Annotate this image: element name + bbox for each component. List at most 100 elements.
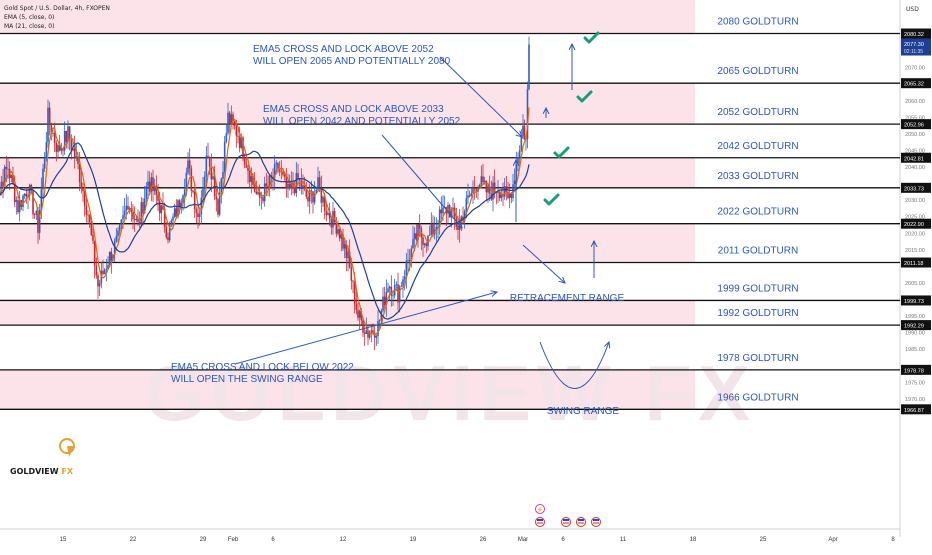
y-tick-label: 1975.00 (905, 380, 925, 386)
x-tick-label: 19 (410, 537, 417, 543)
candle-body (296, 173, 298, 193)
ma-legend[interactable]: MA (21, close, 0) (4, 23, 54, 31)
candle-body (87, 215, 89, 216)
check-icon-3 (545, 195, 558, 204)
level-tag-7: 1999.73 (904, 299, 924, 305)
candle-body (392, 295, 394, 296)
candle-body (256, 192, 258, 194)
x-tick-label: 15 (60, 537, 67, 543)
level-label-5: 2022 GOLDTURN (717, 207, 798, 218)
candle-body (426, 243, 428, 246)
y-tick-label: 2005.00 (905, 281, 925, 287)
candle-body (81, 182, 83, 188)
annotation-2-line1: EMA5 CROSS AND LOCK ABOVE 2033 (263, 104, 444, 115)
candle-body (402, 279, 404, 286)
candle-body (339, 229, 341, 239)
y-tick-label: 2050.00 (905, 132, 925, 138)
candle-body (7, 169, 9, 170)
level-label-3: 2042 GOLDTURN (717, 141, 798, 152)
candle-body (119, 225, 121, 231)
candle-body (17, 200, 19, 212)
candle-body (47, 108, 49, 142)
candle-body (277, 163, 279, 169)
level-tag-1: 2065.32 (904, 82, 924, 88)
candle-body (147, 181, 149, 186)
candle-body (56, 143, 58, 152)
candle-body (379, 320, 381, 322)
x-tick-label: 12 (340, 537, 347, 543)
candle-body (99, 283, 101, 286)
candle-body (376, 336, 378, 338)
candle-body (106, 269, 108, 270)
candle-body (409, 260, 411, 261)
candle-body (159, 201, 161, 213)
annotation-2-line2: WILL OPEN 2042 AND POTENTIALLY 2052 (263, 116, 461, 127)
candle-body (391, 287, 393, 296)
candle-body (124, 211, 126, 215)
candle-body (359, 311, 361, 318)
brand-fx: FX (61, 467, 73, 476)
candle-body (26, 194, 28, 197)
x-tick-label: 6 (271, 537, 275, 543)
annotation-swing: SWING RANGE (547, 406, 620, 417)
level-label-4: 2033 GOLDTURN (717, 171, 798, 182)
x-tick-label: Feb (228, 537, 239, 543)
level-label-10: 1966 GOLDTURN (717, 392, 798, 403)
candle-body (419, 224, 421, 228)
level-label-1: 2065 GOLDTURN (717, 66, 798, 77)
level-tag-8: 1992.29 (904, 324, 924, 330)
candle-body (76, 156, 78, 158)
candle-body (202, 189, 204, 198)
candle-body (482, 176, 484, 182)
candle-body (184, 190, 186, 195)
candle-body (509, 194, 511, 198)
candle-body (92, 235, 94, 241)
y-tick-label: 1995.00 (905, 314, 925, 320)
us-flag-event-icon-3 (592, 518, 601, 527)
check-icon-0 (585, 33, 598, 42)
candle-body (109, 252, 111, 265)
candle-body (229, 113, 231, 124)
candle-body (319, 177, 321, 188)
level-tag-9: 1978.78 (904, 368, 924, 374)
candle-body (399, 287, 401, 303)
candle-body (384, 297, 386, 306)
candle-body (157, 195, 159, 201)
candle-body (521, 136, 523, 150)
level-label-0: 2080 GOLDTURN (717, 17, 798, 28)
candle-body (199, 214, 201, 217)
candle-body (332, 211, 334, 227)
candle-body (22, 196, 24, 207)
annotation-retracement: RETRACEMENT RANGE (510, 293, 625, 304)
candle-body (42, 169, 44, 190)
candle-body (126, 206, 128, 211)
level-label-8: 1992 GOLDTURN (717, 308, 798, 319)
candle-body (16, 200, 18, 202)
candle-body (467, 195, 469, 198)
candle-body (522, 126, 524, 136)
candle-body (247, 168, 249, 171)
y-tick-label: 2015.00 (905, 248, 925, 254)
ema-legend[interactable]: EMA (5, close, 0) (4, 14, 54, 22)
candle-body (457, 227, 459, 230)
level-tag-10: 1966.87 (904, 408, 924, 414)
candle-body (227, 113, 229, 134)
candle-body (187, 160, 189, 172)
candle-body (172, 217, 174, 221)
candle-body (192, 191, 194, 192)
candle-body (166, 227, 168, 237)
candle-body (142, 202, 144, 213)
us-flag-canton-2 (578, 519, 584, 521)
brand-text: GOLDVIEW (10, 467, 59, 476)
brand-name: GOLDVIEW FX (10, 467, 73, 476)
candle-body (111, 252, 113, 261)
candle-body (161, 205, 163, 213)
candle-body (311, 190, 313, 191)
level-tag-0: 2080.32 (904, 32, 924, 38)
candle-body (244, 159, 246, 165)
candle-body (222, 172, 224, 179)
candle-body (94, 241, 96, 266)
candle-body (474, 188, 476, 189)
candle-body (97, 275, 99, 286)
